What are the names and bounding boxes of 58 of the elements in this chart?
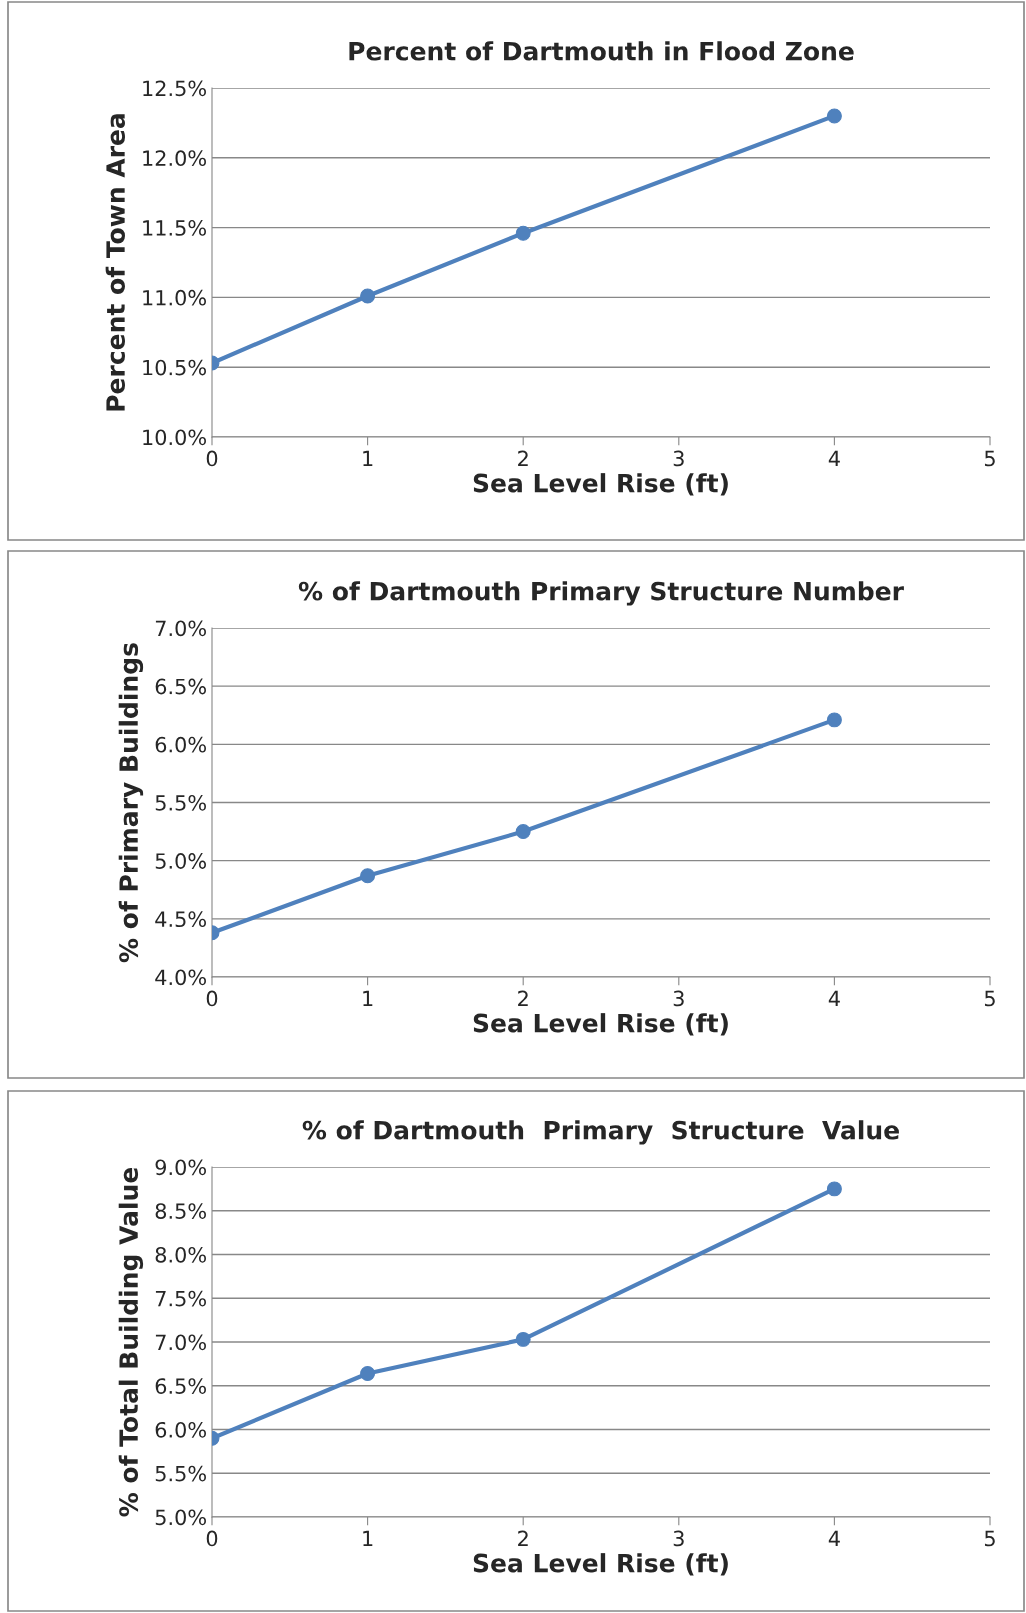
- x-tick-label: 5: [984, 1530, 995, 1547]
- point: [515, 824, 531, 840]
- x-tick-label: 1: [363, 990, 373, 1007]
- x-axis-title: Sea Level Rise (ft): [473, 1553, 728, 1576]
- x-tick-label: 3: [673, 990, 684, 1007]
- y-tick-label: 11.0%: [143, 289, 206, 306]
- point: [515, 225, 531, 241]
- point: [515, 1331, 531, 1347]
- point: [826, 1181, 842, 1197]
- x-tick-label: 3: [673, 1530, 684, 1547]
- chart-title: % of Dartmouth Primary Structure Number: [298, 581, 904, 606]
- x-tick-label: 0: [206, 990, 218, 1007]
- x-tick-label: 5: [984, 990, 995, 1007]
- x-axis-title: Sea Level Rise (ft): [473, 473, 728, 496]
- y-tick-label: 5.5%: [155, 794, 206, 811]
- y-tick-label: 5.0%: [155, 1509, 206, 1526]
- x-tick-label: 4: [828, 1530, 840, 1547]
- y-axis-title: % of Total Building Value: [118, 1167, 144, 1517]
- y-tick-label: 4.5%: [155, 911, 206, 928]
- y-tick-label: 12.5%: [143, 80, 206, 97]
- point: [826, 712, 842, 728]
- x-tick-label: 2: [518, 1530, 528, 1547]
- y-tick-label: 10.5%: [143, 359, 206, 376]
- x-tick-label: 4: [828, 450, 840, 467]
- y-tick-label: 6.0%: [155, 1421, 206, 1438]
- x-tick-label: 2: [518, 450, 528, 467]
- y-tick-label: 9.0%: [155, 1159, 206, 1176]
- x-tick-label: 0: [206, 1530, 218, 1547]
- chart-title: Percent of Dartmouth in Flood Zone: [349, 41, 854, 61]
- y-tick-label: 7.5%: [155, 1290, 206, 1307]
- x-tick-label: 2: [518, 990, 528, 1007]
- x-tick-label: 5: [984, 450, 995, 467]
- y-tick-label: 7.0%: [155, 620, 206, 637]
- x-tick-label: 3: [673, 450, 684, 467]
- y-tick-label: 6.0%: [155, 736, 206, 753]
- y-tick-label: 10.0%: [143, 429, 206, 446]
- y-tick-label: 5.0%: [155, 853, 206, 869]
- point: [360, 288, 376, 304]
- y-tick-label: 11.5%: [143, 220, 206, 236]
- x-tick-label: 4: [828, 990, 840, 1007]
- y-axis-title: Percent of Town Area: [105, 114, 125, 411]
- x-tick-label: 1: [363, 1530, 373, 1547]
- x-tick-label: 1: [363, 450, 373, 467]
- point: [360, 868, 376, 884]
- x-axis-title: Sea Level Rise (ft): [473, 1013, 728, 1036]
- point: [360, 1366, 376, 1381]
- y-axis-title: % of Primary Buildings: [118, 643, 144, 963]
- y-tick-label: 8.5%: [155, 1203, 206, 1219]
- y-tick-label: 6.5%: [155, 678, 206, 695]
- y-tick-label: 7.0%: [155, 1334, 206, 1351]
- chart-title: % of Dartmouth Primary Structure Value: [302, 1120, 899, 1145]
- x-tick-label: 0: [206, 450, 218, 467]
- y-tick-label: 8.0%: [155, 1246, 206, 1263]
- y-tick-label: 12.0%: [143, 150, 206, 167]
- y-tick-label: 5.5%: [155, 1465, 206, 1482]
- point: [826, 108, 842, 124]
- y-tick-label: 6.5%: [155, 1378, 206, 1394]
- y-tick-label: 4.0%: [155, 969, 206, 986]
